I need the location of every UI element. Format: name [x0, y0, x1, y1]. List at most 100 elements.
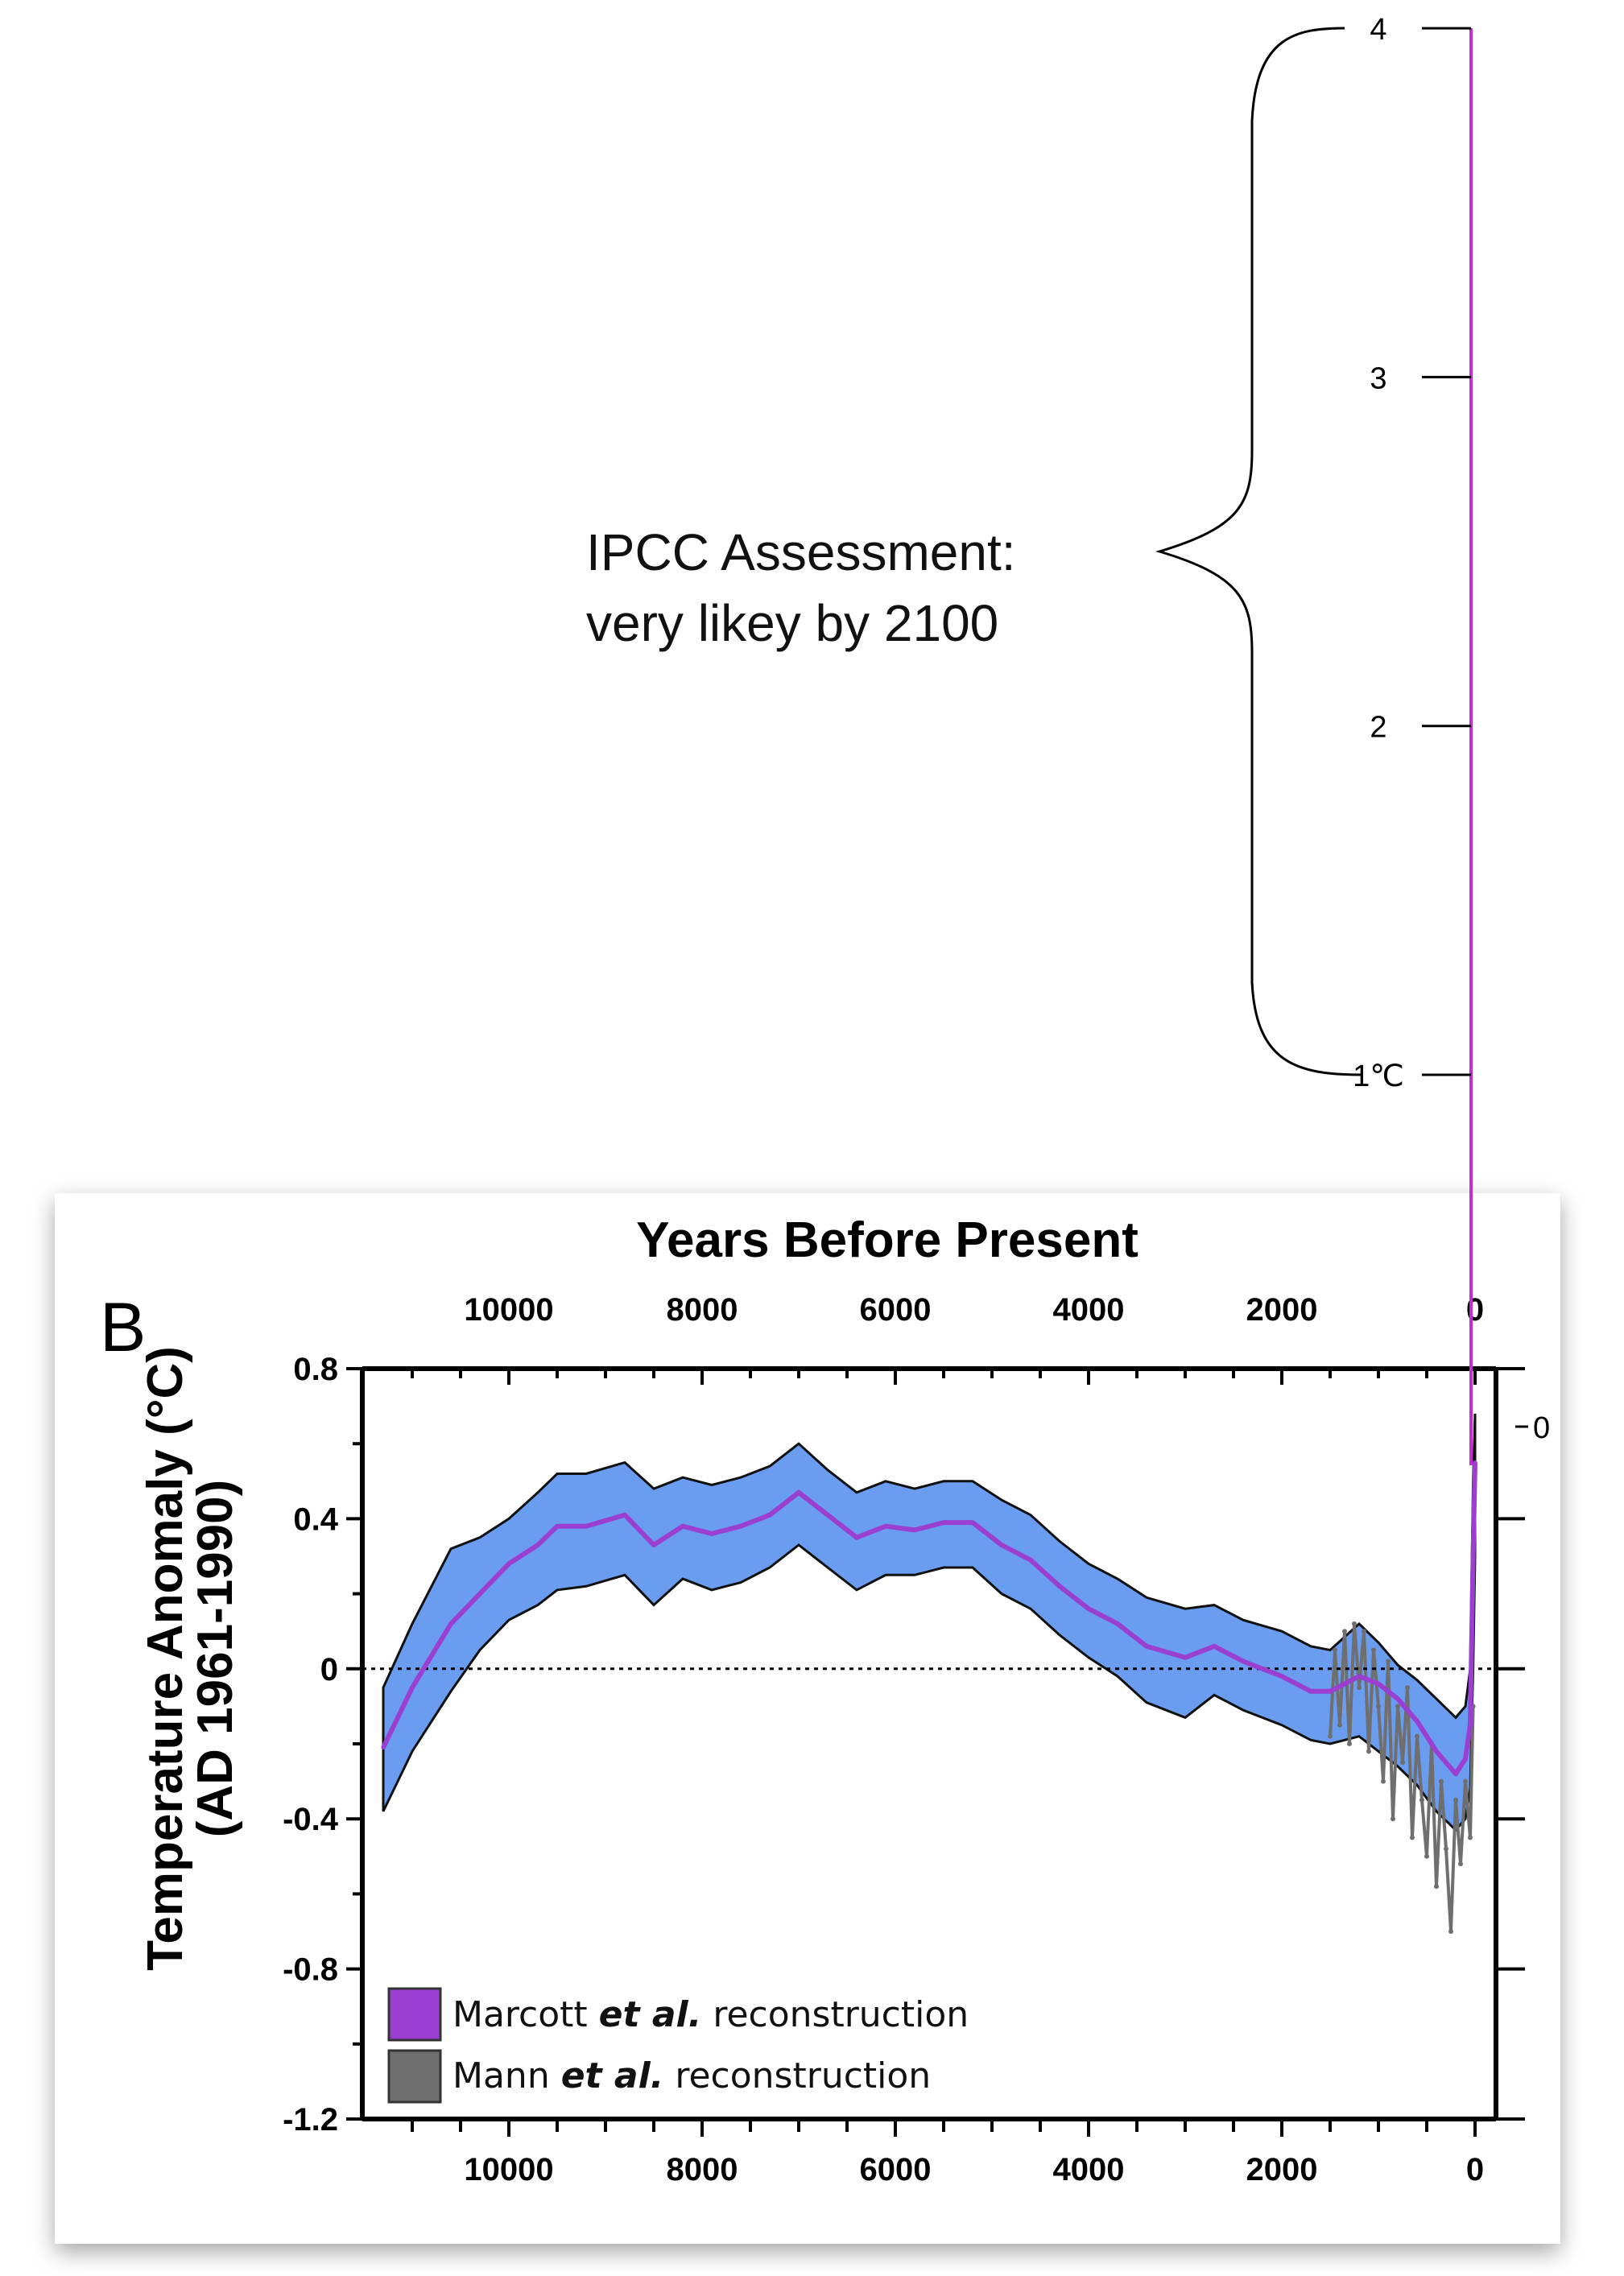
- mann-point: [1424, 1853, 1429, 1859]
- mann-point: [1333, 1647, 1337, 1653]
- x-tick-label-top: 2000: [1246, 1292, 1318, 1328]
- marcott-point: [854, 1535, 859, 1540]
- mann-point: [1386, 1658, 1391, 1664]
- y-tick-label: 0.8: [293, 1352, 338, 1387]
- mann-point: [1463, 1778, 1468, 1784]
- mann-point: [1376, 1704, 1381, 1709]
- projection-tick-label: 2: [1370, 711, 1386, 745]
- marcott-point: [1415, 1719, 1419, 1724]
- marcott-point: [1328, 1689, 1333, 1694]
- marcott-point: [535, 1543, 540, 1547]
- marcott-point: [622, 1513, 627, 1518]
- projection-tick-label: 3: [1370, 361, 1386, 395]
- marcott-point: [680, 1524, 685, 1529]
- marcott-point: [1434, 1749, 1439, 1753]
- x-tick-label-bottom: 10000: [464, 2152, 553, 2187]
- marcott-point: [584, 1524, 589, 1529]
- mann-point: [1337, 1722, 1342, 1728]
- y-tick-label: -0.8: [283, 1952, 338, 1988]
- x-tick-label-top: 10000: [464, 1292, 553, 1328]
- marcott-point: [1468, 1723, 1473, 1728]
- mann-point: [1453, 1797, 1458, 1803]
- mann-point: [1357, 1685, 1362, 1691]
- y-axis-sublabel: (AD 1961-1990): [188, 1480, 243, 1838]
- legend-swatch-mann: [387, 2049, 442, 2104]
- marcott-point: [883, 1524, 888, 1529]
- x-tick-label-bottom: 0: [1466, 2152, 1484, 2187]
- marcott-point: [1212, 1644, 1217, 1649]
- marcott-point: [1086, 1606, 1091, 1611]
- marcott-point: [1473, 1460, 1477, 1464]
- marcott-point: [410, 1685, 415, 1690]
- mann-point: [1448, 1929, 1453, 1934]
- marcott-point: [506, 1561, 511, 1566]
- marcott-point: [1463, 1757, 1468, 1762]
- x-tick-label-top: 6000: [860, 1292, 932, 1328]
- x-tick-label-top: 8000: [667, 1292, 738, 1328]
- mann-point: [1415, 1733, 1419, 1739]
- x-tick-label-bottom: 2000: [1246, 2152, 1318, 2187]
- x-tick-label-top: 0: [1466, 1292, 1484, 1328]
- y-tick-label: 0: [320, 1652, 338, 1687]
- marcott-point: [1144, 1644, 1149, 1649]
- marcott-point: [1183, 1655, 1188, 1660]
- marcott-point: [1028, 1558, 1033, 1563]
- legend-swatch-marcott: [387, 1987, 442, 2042]
- marcott-point: [912, 1527, 917, 1532]
- mann-point: [1371, 1647, 1376, 1653]
- mann-point: [1362, 1629, 1366, 1634]
- mann-point: [1419, 1797, 1424, 1803]
- chart-title: Years Before Present: [636, 1212, 1138, 1268]
- projection-tick-label: 1℃: [1353, 1060, 1404, 1093]
- mann-point: [1352, 1621, 1357, 1626]
- mann-point: [1439, 1778, 1444, 1784]
- marcott-point: [1376, 1681, 1381, 1686]
- marcott-point: [1453, 1771, 1458, 1776]
- marcott-point: [1241, 1658, 1246, 1663]
- ipcc-annotation-line2: very likey by 2100: [586, 594, 998, 652]
- marcott-point: [448, 1621, 453, 1626]
- marcott-point: [941, 1520, 946, 1525]
- mann-point: [1434, 1884, 1439, 1890]
- marcott-point: [796, 1490, 801, 1495]
- marcott-point: [1357, 1674, 1362, 1679]
- mann-point: [1468, 1835, 1473, 1840]
- marcott-point: [738, 1524, 743, 1529]
- mann-point: [1381, 1778, 1386, 1784]
- legend: Marcott et al. reconstruction Mann et al…: [387, 1987, 969, 2104]
- legend-label-marcott: Marcott et al. reconstruction: [452, 1994, 969, 2035]
- panel-label: B: [100, 1289, 146, 1366]
- y-tick-label: -1.2: [283, 2102, 338, 2138]
- x-tick-label-bottom: 8000: [667, 2152, 738, 2187]
- marcott-point: [651, 1543, 656, 1547]
- marcott-point: [767, 1513, 772, 1518]
- marcott-point: [1308, 1689, 1313, 1694]
- y-tick-label: 0.4: [293, 1501, 338, 1537]
- marcott-point: [555, 1524, 560, 1529]
- marcott-point: [825, 1513, 830, 1518]
- marcott-point: [381, 1745, 386, 1750]
- marcott-point: [970, 1520, 975, 1525]
- y-axis-label: Temperature Anomaly (°C): [138, 1346, 193, 1971]
- mann-point: [1391, 1816, 1395, 1822]
- ipcc-brace: [1155, 27, 1363, 1076]
- mann-point: [1400, 1760, 1405, 1766]
- mann-point: [1347, 1741, 1352, 1746]
- mann-point: [1444, 1846, 1448, 1852]
- x-tick-label-bottom: 4000: [1053, 2152, 1125, 2187]
- marcott-point: [1279, 1674, 1284, 1679]
- x-tick-label-bottom: 6000: [860, 2152, 932, 2187]
- marcott-point: [477, 1592, 482, 1597]
- mann-point: [1328, 1733, 1333, 1739]
- legend-label-mann: Mann et al. reconstruction: [452, 2055, 931, 2096]
- marcott-point: [999, 1543, 1004, 1547]
- marcott-point: [1115, 1621, 1120, 1626]
- x-tick-label-top: 4000: [1053, 1292, 1125, 1328]
- mann-point: [1395, 1704, 1400, 1709]
- projection-tick-label: 4: [1370, 13, 1386, 47]
- marcott-point: [709, 1531, 714, 1536]
- ipcc-annotation-line1: IPCC Assessment:: [586, 523, 1016, 581]
- marcott-point: [1395, 1696, 1400, 1701]
- mann-point: [1366, 1749, 1371, 1754]
